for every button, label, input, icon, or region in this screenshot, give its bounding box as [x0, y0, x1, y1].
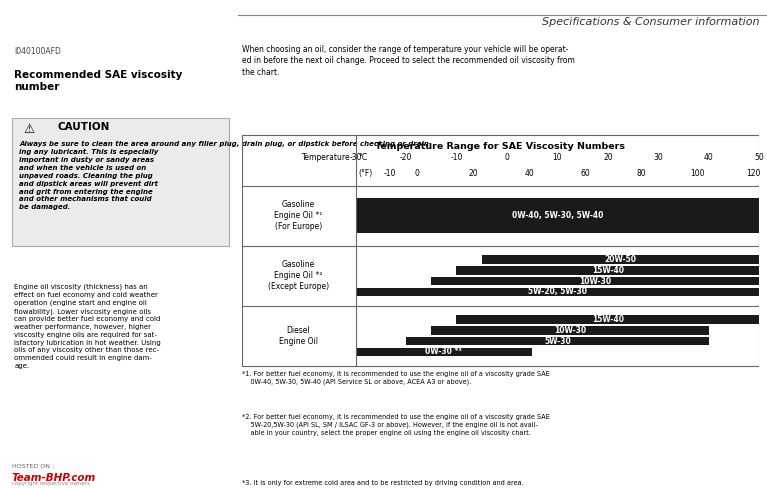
Text: Engine oil viscosity (thickness) has an
effect on fuel economy and cold weather
: Engine oil viscosity (thickness) has an …	[15, 284, 161, 369]
Text: I040100AFD: I040100AFD	[15, 47, 61, 56]
Text: -10: -10	[384, 169, 396, 179]
Text: Recommended SAE viscosity
number: Recommended SAE viscosity number	[15, 70, 183, 92]
Text: *1. For better fuel economy, it is recommended to use the engine oil of a viscos: *1. For better fuel economy, it is recom…	[242, 371, 549, 385]
Text: -20: -20	[400, 153, 412, 163]
Text: -30: -30	[349, 153, 362, 163]
Bar	[431, 326, 709, 335]
Text: CAUTION: CAUTION	[58, 122, 110, 132]
Text: 0W-40, 5W-30, 5W-40: 0W-40, 5W-30, 5W-40	[512, 211, 603, 220]
Text: 120: 120	[746, 169, 761, 179]
Text: Specifications & Consumer information: Specifications & Consumer information	[542, 18, 759, 27]
Text: 10W-30: 10W-30	[579, 277, 611, 285]
Text: 0: 0	[505, 153, 509, 163]
Bar	[482, 255, 759, 264]
Text: -10: -10	[450, 153, 463, 163]
Text: 0: 0	[415, 169, 420, 179]
Text: 15W-40: 15W-40	[592, 315, 624, 324]
Bar	[12, 118, 229, 246]
Text: °C: °C	[358, 153, 367, 163]
Text: 5W-30: 5W-30	[544, 337, 571, 346]
Bar	[456, 266, 759, 275]
Text: When choosing an oil, consider the range of temperature your vehicle will be ope: When choosing an oil, consider the range…	[242, 45, 574, 77]
Text: 20: 20	[603, 153, 613, 163]
Bar	[356, 347, 532, 356]
Text: Team-BHP.com: Team-BHP.com	[12, 473, 96, 484]
Text: 20: 20	[469, 169, 478, 179]
Text: Gasoline
Engine Oil *²
(Except Europe): Gasoline Engine Oil *² (Except Europe)	[268, 260, 329, 291]
Text: 15W-40: 15W-40	[592, 266, 624, 275]
Bar	[356, 199, 759, 233]
Text: 20W-50: 20W-50	[604, 255, 637, 264]
Text: copyright respective owners: copyright respective owners	[12, 481, 90, 486]
Bar	[356, 287, 759, 296]
Text: 0W-30 *³: 0W-30 *³	[426, 347, 463, 356]
Text: 30: 30	[653, 153, 663, 163]
Bar	[406, 337, 709, 346]
Text: Diesel
Engine Oil: Diesel Engine Oil	[279, 325, 318, 346]
Bar	[431, 277, 759, 285]
Text: 60: 60	[581, 169, 591, 179]
Text: 5W-20, 5W-30: 5W-20, 5W-30	[528, 287, 587, 296]
Text: Gasoline
Engine Oil *¹
(For Europe): Gasoline Engine Oil *¹ (For Europe)	[275, 200, 323, 231]
Text: Always be sure to clean the area around any filler plug, drain plug, or dipstick: Always be sure to clean the area around …	[19, 141, 432, 210]
Text: 40: 40	[525, 169, 534, 179]
Text: 10W-30: 10W-30	[554, 326, 586, 335]
Text: HOSTED ON :: HOSTED ON :	[12, 464, 54, 469]
Text: 40: 40	[704, 153, 714, 163]
Text: *2. For better fuel economy, it is recommended to use the engine oil of a viscos: *2. For better fuel economy, it is recom…	[242, 414, 549, 436]
Text: 80: 80	[637, 169, 647, 179]
Bar	[456, 315, 759, 324]
Text: Temperature Range for SAE Viscosity Numbers: Temperature Range for SAE Viscosity Numb…	[376, 142, 625, 151]
Text: 10: 10	[552, 153, 562, 163]
Text: *3. It is only for extreme cold area and to be restricted by driving condition a: *3. It is only for extreme cold area and…	[242, 480, 528, 488]
Text: ⚠: ⚠	[24, 123, 35, 136]
Text: 50: 50	[755, 153, 764, 163]
Text: (°F): (°F)	[358, 169, 372, 179]
Text: 100: 100	[690, 169, 705, 179]
Text: Temperature: Temperature	[301, 153, 351, 163]
